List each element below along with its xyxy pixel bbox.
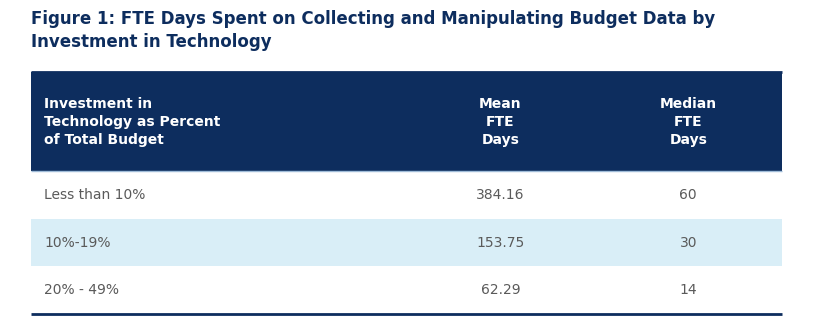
- Text: Figure 1: FTE Days Spent on Collecting and Manipulating Budget Data by
Investmen: Figure 1: FTE Days Spent on Collecting a…: [31, 10, 715, 51]
- Text: 14: 14: [680, 283, 697, 297]
- Text: Median
FTE
Days: Median FTE Days: [659, 97, 717, 147]
- Bar: [31, 266, 782, 314]
- Text: Less than 10%: Less than 10%: [45, 188, 146, 202]
- Text: Investment in
Technology as Percent
of Total Budget: Investment in Technology as Percent of T…: [45, 97, 221, 147]
- Text: Mean
FTE
Days: Mean FTE Days: [479, 97, 522, 147]
- Text: 60: 60: [680, 188, 697, 202]
- Bar: [31, 219, 782, 266]
- Text: 30: 30: [680, 236, 697, 250]
- Text: 10%-19%: 10%-19%: [45, 236, 111, 250]
- Text: 384.16: 384.16: [476, 188, 524, 202]
- Text: 62.29: 62.29: [480, 283, 520, 297]
- Bar: [31, 171, 782, 219]
- Text: 20% - 49%: 20% - 49%: [45, 283, 120, 297]
- Text: 153.75: 153.75: [476, 236, 524, 250]
- Bar: [31, 72, 782, 171]
